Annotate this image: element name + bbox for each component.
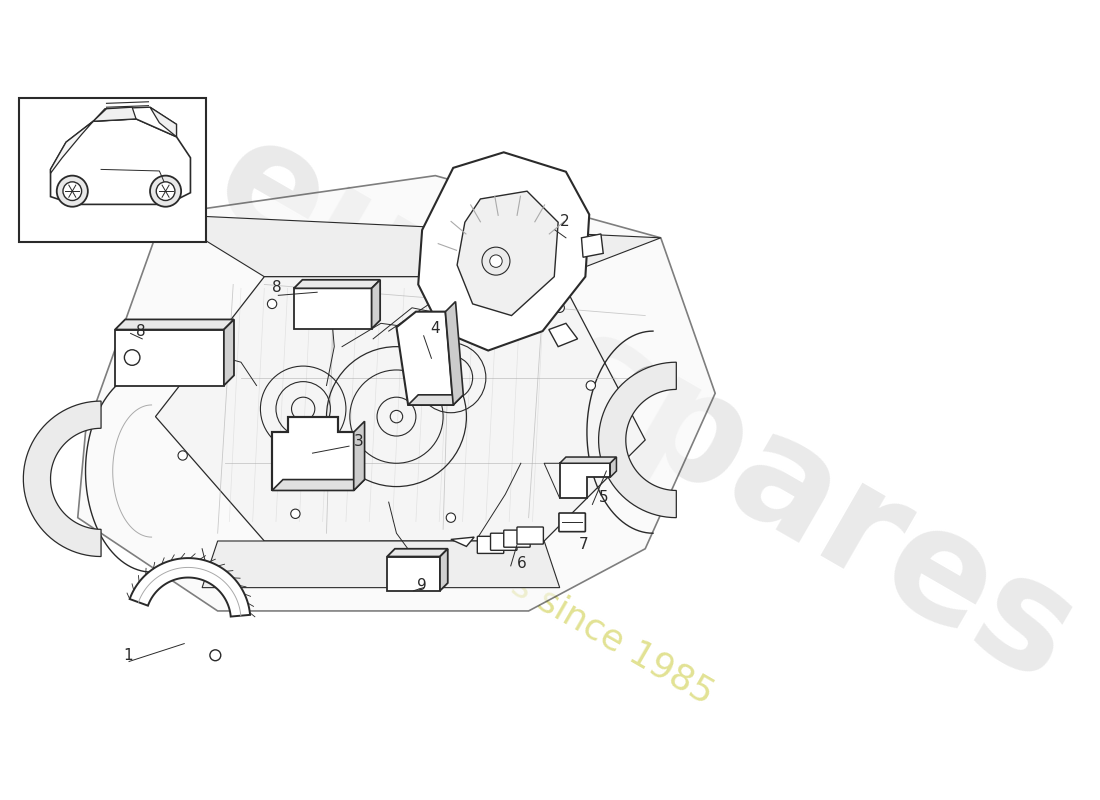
Bar [116,330,224,386]
Polygon shape [446,302,463,405]
Polygon shape [294,280,381,288]
FancyBboxPatch shape [517,527,543,544]
Circle shape [156,182,175,201]
Text: 4: 4 [430,322,440,337]
Text: eurospares: eurospares [189,103,1100,715]
Polygon shape [549,323,578,346]
Polygon shape [78,176,715,611]
FancyBboxPatch shape [559,513,585,532]
Text: 3: 3 [354,434,363,449]
Circle shape [482,247,510,275]
Circle shape [57,176,88,206]
Polygon shape [560,457,616,463]
Polygon shape [272,417,354,490]
Polygon shape [94,107,176,137]
Polygon shape [440,549,448,590]
Polygon shape [582,234,603,258]
Polygon shape [610,457,616,478]
Text: 5: 5 [598,490,608,505]
Polygon shape [387,549,448,557]
Polygon shape [51,122,94,174]
Text: 1: 1 [123,648,132,663]
Polygon shape [51,119,190,204]
Circle shape [210,650,221,661]
Polygon shape [23,401,101,557]
Bar [20,98,206,242]
Circle shape [353,291,362,301]
Polygon shape [130,558,250,617]
Bar [387,557,440,590]
Text: 2: 2 [560,214,570,229]
FancyBboxPatch shape [504,530,530,547]
Circle shape [477,287,486,297]
Polygon shape [354,422,364,490]
Polygon shape [451,537,474,546]
Text: a passion for cars since 1985: a passion for cars since 1985 [244,418,719,711]
Polygon shape [272,479,364,490]
Text: 7: 7 [579,537,588,552]
Polygon shape [150,107,176,137]
Text: 8: 8 [136,324,145,338]
Circle shape [178,451,187,460]
Polygon shape [598,362,676,518]
Circle shape [63,182,81,201]
Polygon shape [116,319,234,330]
Polygon shape [396,312,453,405]
Polygon shape [408,395,463,405]
Circle shape [124,350,140,366]
FancyBboxPatch shape [491,534,517,550]
Circle shape [150,176,182,206]
Circle shape [571,482,580,491]
Polygon shape [155,277,646,541]
Circle shape [556,303,564,313]
Polygon shape [458,191,558,315]
Text: 9: 9 [417,578,427,593]
Text: 8: 8 [272,280,282,295]
Polygon shape [163,214,661,277]
Polygon shape [224,319,234,386]
Polygon shape [372,280,381,329]
FancyBboxPatch shape [477,536,504,554]
Text: 6: 6 [517,556,527,571]
Circle shape [447,513,455,522]
Polygon shape [94,107,136,122]
Polygon shape [560,463,610,498]
Circle shape [490,255,503,267]
Circle shape [267,299,277,309]
Circle shape [290,509,300,518]
Bar [294,288,372,329]
Circle shape [586,381,595,390]
Polygon shape [202,541,560,588]
Polygon shape [418,152,590,350]
